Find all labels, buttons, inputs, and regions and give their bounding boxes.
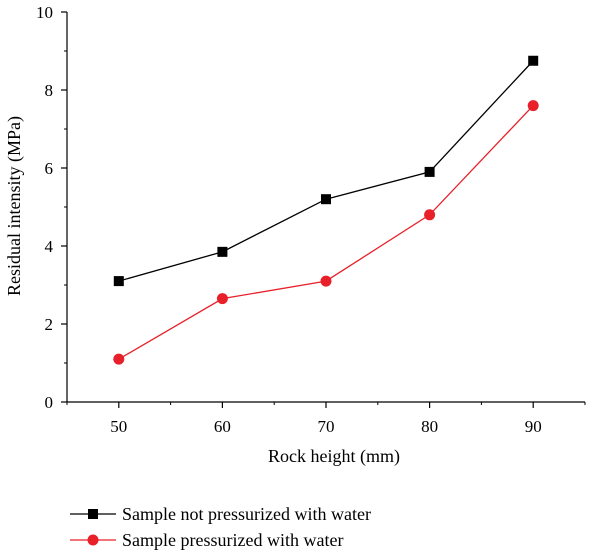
series-1-point — [528, 55, 539, 66]
legend-label: Sample not pressurized with water — [122, 504, 371, 524]
legend-label: Sample pressurized with water — [122, 530, 343, 550]
y-tick-label: 4 — [45, 237, 54, 256]
series-2-point — [527, 100, 539, 112]
series-1-point — [321, 194, 331, 205]
series-2-point — [320, 275, 332, 287]
legend-marker-circle — [87, 534, 99, 546]
x-tick-label: 60 — [214, 417, 231, 436]
series-2-point — [424, 209, 436, 221]
series-1-point — [217, 246, 228, 257]
x-tick-label: 70 — [318, 417, 335, 436]
series-layer — [113, 55, 539, 365]
legend-item-1: Sample not pressurized with water — [70, 504, 371, 524]
y-tick-label: 2 — [45, 315, 54, 334]
y-axis-ticks: 0 2 4 6 8 10 — [36, 3, 67, 412]
y-tick-label: 8 — [45, 81, 54, 100]
x-tick-label: 50 — [110, 417, 127, 436]
x-axis-label: Rock height (mm) — [268, 446, 400, 467]
legend-item-2: Sample pressurized with water — [70, 530, 343, 550]
series-1-point — [424, 166, 435, 177]
series-1-point — [113, 276, 124, 287]
y-tick-label: 0 — [45, 393, 54, 412]
series-2-point — [216, 293, 228, 305]
legend: Sample not pressurized with water Sample … — [70, 504, 371, 550]
y-axis-label: Residual intensity (MPa) — [4, 116, 25, 296]
x-axis-ticks: 50 60 70 80 90 — [66, 402, 586, 436]
legend-marker-square — [88, 509, 98, 519]
y-tick-label: 6 — [45, 159, 54, 178]
series-line-2 — [118, 105, 534, 360]
series-2-point — [113, 353, 125, 365]
x-tick-label: 80 — [421, 417, 438, 436]
x-tick-label: 90 — [525, 417, 542, 436]
y-tick-label: 10 — [36, 3, 53, 22]
